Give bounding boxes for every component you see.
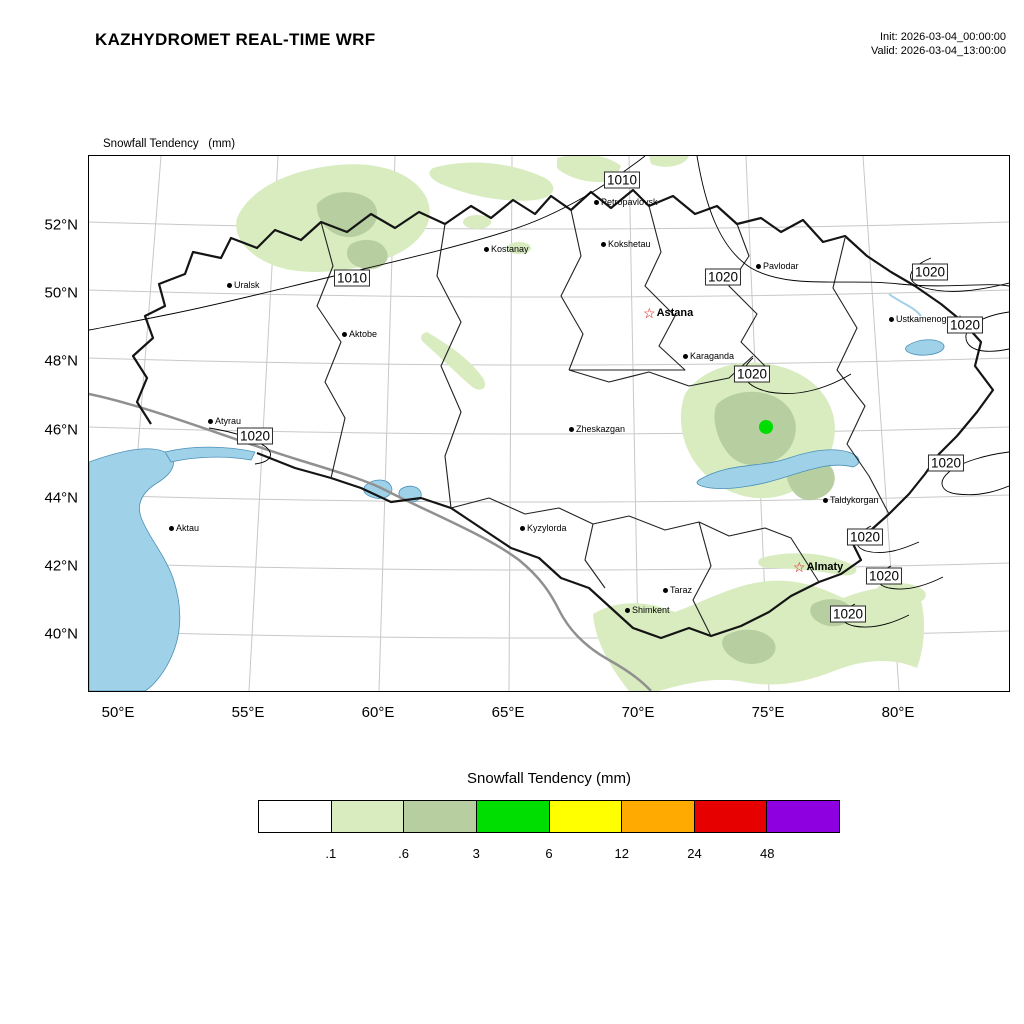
lat-tick-label: 48°N [44, 352, 78, 370]
colorbar-cell [548, 801, 622, 832]
lake-zaysan [905, 339, 945, 356]
lat-tick-label: 46°N [44, 421, 78, 439]
colorbar-tick-label: .1 [325, 846, 337, 861]
colorbar-cell [259, 801, 331, 832]
snowfall-medium-areas [316, 192, 853, 664]
map-canvas [89, 156, 1009, 691]
colorbar-tick-label: 48 [760, 846, 775, 861]
lon-tick-label: 70°E [621, 704, 655, 721]
colorbar-cell [403, 801, 476, 832]
lon-tick-label: 50°E [101, 704, 135, 721]
caspian-sea [89, 448, 181, 691]
colorbar-tick-label: 6 [545, 846, 553, 861]
lon-tick-label: 60°E [361, 704, 395, 721]
colorbar-tick-label: .6 [398, 846, 409, 861]
lat-tick-label: 50°N [44, 284, 78, 302]
colorbar-tick-label: 12 [614, 846, 629, 861]
pressure-contours [89, 156, 1009, 628]
colorbar-cell [693, 801, 767, 832]
map-frame [88, 155, 1010, 692]
graticule [89, 156, 1009, 691]
colorbar-cell [330, 801, 404, 832]
colorbar-tick-label: 3 [472, 846, 480, 861]
colorbar-cell [621, 801, 694, 832]
colorbar-cell [475, 801, 549, 832]
snowfall-bright-core [759, 420, 773, 434]
colorbar-title: Snowfall Tendency (mm) [467, 770, 631, 787]
init-time: Init: 2026-03-04_00:00:00 [880, 31, 1006, 43]
page-title: KAZHYDROMET REAL-TIME WRF [95, 30, 376, 49]
colorbar-tick-label: 24 [687, 846, 702, 861]
lat-tick-label: 44°N [44, 489, 78, 507]
lat-tick-label: 40°N [44, 625, 78, 643]
oblast-borders [316, 205, 890, 637]
colorbar [258, 800, 840, 833]
lon-tick-label: 75°E [751, 704, 785, 721]
lat-tick-label: 42°N [44, 557, 78, 575]
lat-tick-label: 52°N [44, 216, 78, 234]
lon-tick-label: 80°E [881, 704, 915, 721]
run-times: Init: 2026-03-04_00:00:00 Valid: 2026-03… [871, 30, 1006, 58]
lake-balkhash [696, 449, 860, 489]
lon-tick-label: 65°E [491, 704, 525, 721]
lon-tick-label: 55°E [231, 704, 265, 721]
field-label-snowfall: Snowfall Tendency (mm) [103, 138, 236, 150]
country-border [131, 188, 995, 640]
colorbar-ticks: .1 .6 3 6 12 24 48 [258, 846, 840, 864]
caspian-coast-strip [164, 446, 256, 463]
water-bodies [89, 293, 945, 691]
colorbar-cell [766, 801, 839, 832]
river [888, 293, 922, 317]
valid-time: Valid: 2026-03-04_13:00:00 [871, 45, 1006, 57]
